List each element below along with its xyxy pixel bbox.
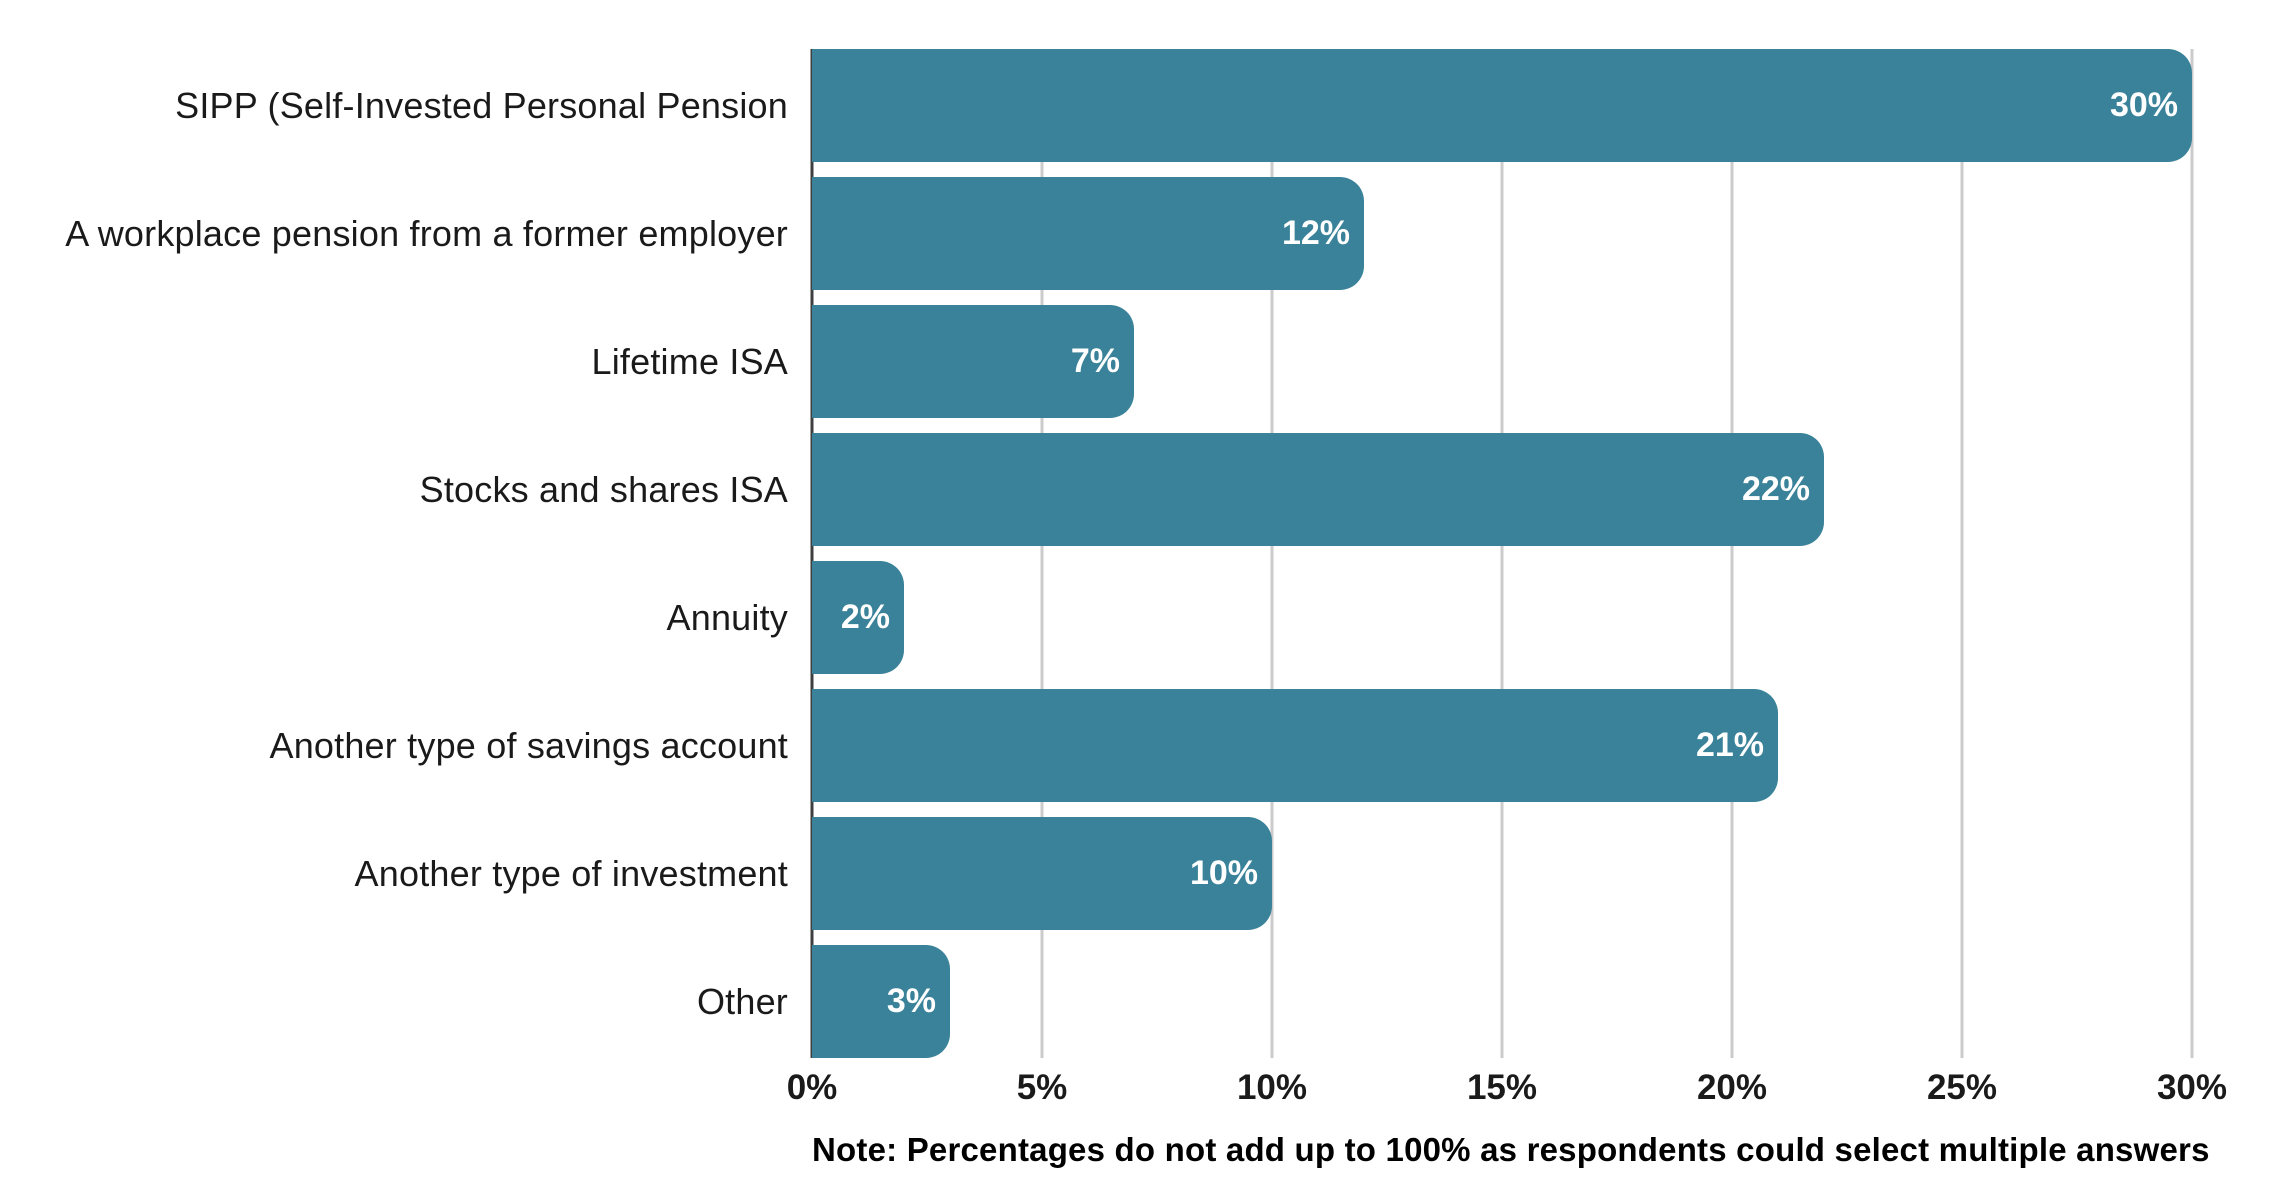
gridline [1730, 49, 1734, 1058]
chart-note: Note: Percentages do not add up to 100% … [812, 1131, 2210, 1168]
category-label: Other [696, 980, 788, 1022]
bar-value-label: 7% [1070, 342, 1120, 380]
bar-row: Stocks and shares ISA 22% [0, 433, 2292, 546]
category-label: Annuity [666, 596, 788, 638]
category-label: SIPP (Self-Invested Personal Pension [175, 84, 788, 126]
bar-value-label: 10% [1189, 854, 1258, 892]
row-plot: 21% [812, 689, 2192, 802]
gridline [1040, 49, 1044, 1058]
gridline [1500, 49, 1504, 1058]
bar-value-label: 3% [886, 982, 936, 1020]
bar-value-label: 2% [840, 598, 890, 636]
bar-value-label: 21% [1695, 726, 1764, 764]
bar: 2% [812, 561, 904, 674]
bar: 7% [812, 305, 1134, 418]
category-label: Another type of investment [354, 852, 788, 894]
y-axis-line [810, 49, 814, 1058]
x-axis-ticks: 0% 5% 10% 15% 20% 25% 30% [787, 1068, 2227, 1112]
bar-value-label: 12% [1281, 214, 1350, 252]
row-plot: 2% [812, 561, 2192, 674]
row-plot: 10% [812, 817, 2192, 930]
x-tick-label: 25% [1926, 1068, 1998, 1107]
row-plot: 22% [812, 433, 2192, 546]
category-label: A workplace pension from a former employ… [65, 212, 788, 254]
bar-row: Other 3% [0, 945, 2292, 1058]
x-tick-label: 15% [1466, 1068, 1538, 1107]
row-plot: 7% [812, 305, 2192, 418]
bar: 12% [812, 177, 1364, 290]
bar: 30% [812, 49, 2192, 162]
bar-row: Another type of savings account 21% [0, 689, 2292, 802]
bar-value-label: 22% [1741, 470, 1810, 508]
row-plot: 3% [812, 945, 2192, 1058]
row-plot: 30% [812, 49, 2192, 162]
x-tick-label: 30% [2156, 1068, 2228, 1107]
bar-row: SIPP (Self-Invested Personal Pension 30% [0, 49, 2292, 162]
bar-value-label: 30% [2109, 86, 2178, 124]
x-tick-label: 20% [1696, 1068, 1768, 1107]
gridline [1270, 49, 1274, 1058]
bar: 10% [812, 817, 1272, 930]
gridline [2190, 49, 2194, 1058]
gridline [1960, 49, 1964, 1058]
x-tick-label: 10% [1236, 1068, 1308, 1107]
plot-area [810, 49, 2194, 1058]
bar-row: Lifetime ISA 7% [0, 305, 2292, 418]
bar-row: A workplace pension from a former employ… [0, 177, 2292, 290]
bar-rows: SIPP (Self-Invested Personal Pension 30% A… [0, 49, 2292, 1058]
bar-row: Annuity 2% [0, 561, 2292, 674]
x-tick-label: 0% [786, 1068, 838, 1107]
bar: 3% [812, 945, 950, 1058]
bar: 21% [812, 689, 1778, 802]
category-label: Lifetime ISA [591, 340, 788, 382]
x-tick-label: 5% [1016, 1068, 1068, 1107]
row-plot: 12% [812, 177, 2192, 290]
bar-row: Another type of investment 10% [0, 817, 2292, 930]
bar: 22% [812, 433, 1824, 546]
category-label: Stocks and shares ISA [419, 468, 788, 510]
category-label: Another type of savings account [269, 724, 788, 766]
